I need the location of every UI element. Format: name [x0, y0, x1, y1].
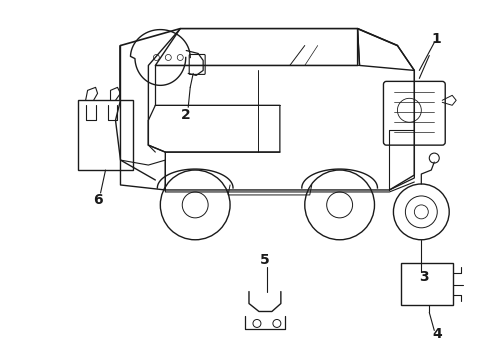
FancyBboxPatch shape	[77, 100, 133, 170]
FancyBboxPatch shape	[384, 81, 445, 145]
Text: 6: 6	[93, 193, 102, 207]
FancyBboxPatch shape	[189, 54, 205, 75]
Text: 2: 2	[181, 108, 191, 122]
FancyBboxPatch shape	[401, 263, 453, 305]
Text: 1: 1	[431, 32, 441, 46]
Text: 4: 4	[432, 327, 442, 341]
Text: 5: 5	[260, 253, 270, 267]
Text: 3: 3	[419, 270, 429, 284]
